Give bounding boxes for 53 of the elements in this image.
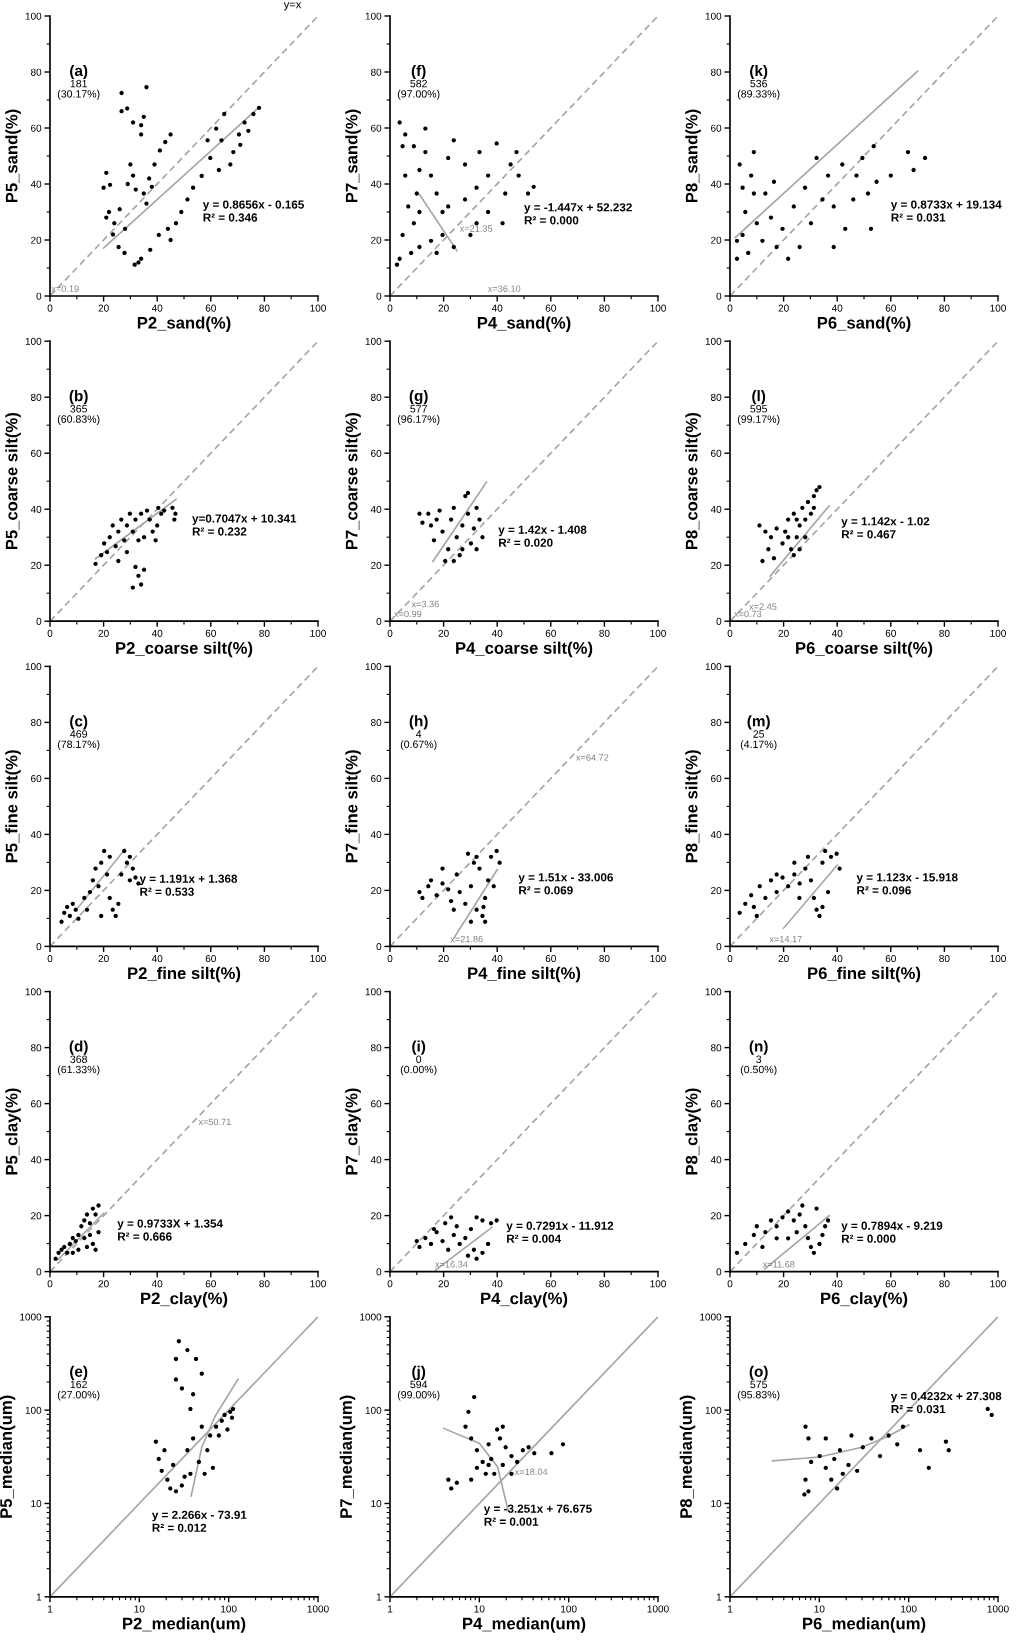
x-axis-title: P4_fine silt(%) bbox=[468, 966, 581, 983]
point bbox=[482, 895, 488, 901]
y-axis-title: P8_fine silt(%) bbox=[685, 750, 701, 863]
y-axis-title: P7_sand(%) bbox=[345, 109, 361, 203]
x-axis-title: P2_fine silt(%) bbox=[128, 966, 241, 983]
point bbox=[825, 889, 831, 895]
point bbox=[485, 1241, 491, 1247]
point bbox=[805, 1235, 811, 1241]
x-axis-title: P4_median(um) bbox=[463, 1617, 586, 1633]
x-axis-title: P2_median(um) bbox=[123, 1617, 246, 1633]
point bbox=[101, 848, 107, 854]
y-axis-title: P5_median(um) bbox=[0, 1395, 16, 1518]
y-axis-title: P8_clay(%) bbox=[685, 1088, 701, 1175]
y-axis-title: P8_median(um) bbox=[679, 1395, 696, 1518]
x-axis-title: P4_coarse silt(%) bbox=[456, 641, 593, 658]
x-axis-title: P4_sand(%) bbox=[477, 316, 571, 332]
y-axis-title: P7_fine silt(%) bbox=[345, 750, 361, 863]
x-axis-title: P4_clay(%) bbox=[481, 1292, 568, 1308]
x-axis-title: P6_coarse silt(%) bbox=[796, 641, 933, 658]
point bbox=[905, 149, 911, 155]
y-axis-title: P5_coarse silt(%) bbox=[5, 413, 21, 550]
point bbox=[106, 209, 112, 215]
y-axis-title: P5_fine silt(%) bbox=[5, 750, 21, 863]
point bbox=[485, 209, 491, 215]
x-axis-title: P2_clay(%) bbox=[141, 1292, 228, 1308]
point bbox=[448, 898, 454, 904]
point bbox=[805, 499, 811, 505]
point bbox=[822, 848, 828, 854]
point bbox=[87, 889, 93, 895]
x-axis-title: P6_sand(%) bbox=[817, 316, 911, 332]
y-axis-title: P5_sand(%) bbox=[5, 109, 21, 203]
point bbox=[428, 1241, 434, 1247]
point bbox=[84, 1244, 90, 1250]
x-axis-title: P6_median(um) bbox=[803, 1617, 926, 1633]
point bbox=[811, 895, 817, 901]
y-axis-title: P7_coarse silt(%) bbox=[345, 413, 361, 550]
y-axis-title: P8_sand(%) bbox=[685, 109, 701, 203]
point bbox=[104, 549, 110, 555]
x-axis-title: P2_sand(%) bbox=[137, 316, 231, 332]
y-axis-title: P7_median(um) bbox=[339, 1395, 356, 1518]
x-axis-title: P6_clay(%) bbox=[821, 1292, 908, 1308]
point bbox=[811, 493, 817, 499]
point bbox=[87, 1232, 93, 1238]
point bbox=[468, 1226, 474, 1232]
point bbox=[124, 549, 130, 555]
y-axis-title: P7_clay(%) bbox=[345, 1088, 361, 1175]
point bbox=[922, 155, 928, 161]
point bbox=[431, 1226, 437, 1232]
point bbox=[808, 1244, 814, 1250]
x-axis-title: P2_coarse silt(%) bbox=[116, 641, 253, 658]
y-axis-title: P5_clay(%) bbox=[5, 1088, 21, 1175]
x-axis-title: P6_fine silt(%) bbox=[808, 966, 921, 983]
y-axis-title: P8_coarse silt(%) bbox=[685, 413, 701, 550]
